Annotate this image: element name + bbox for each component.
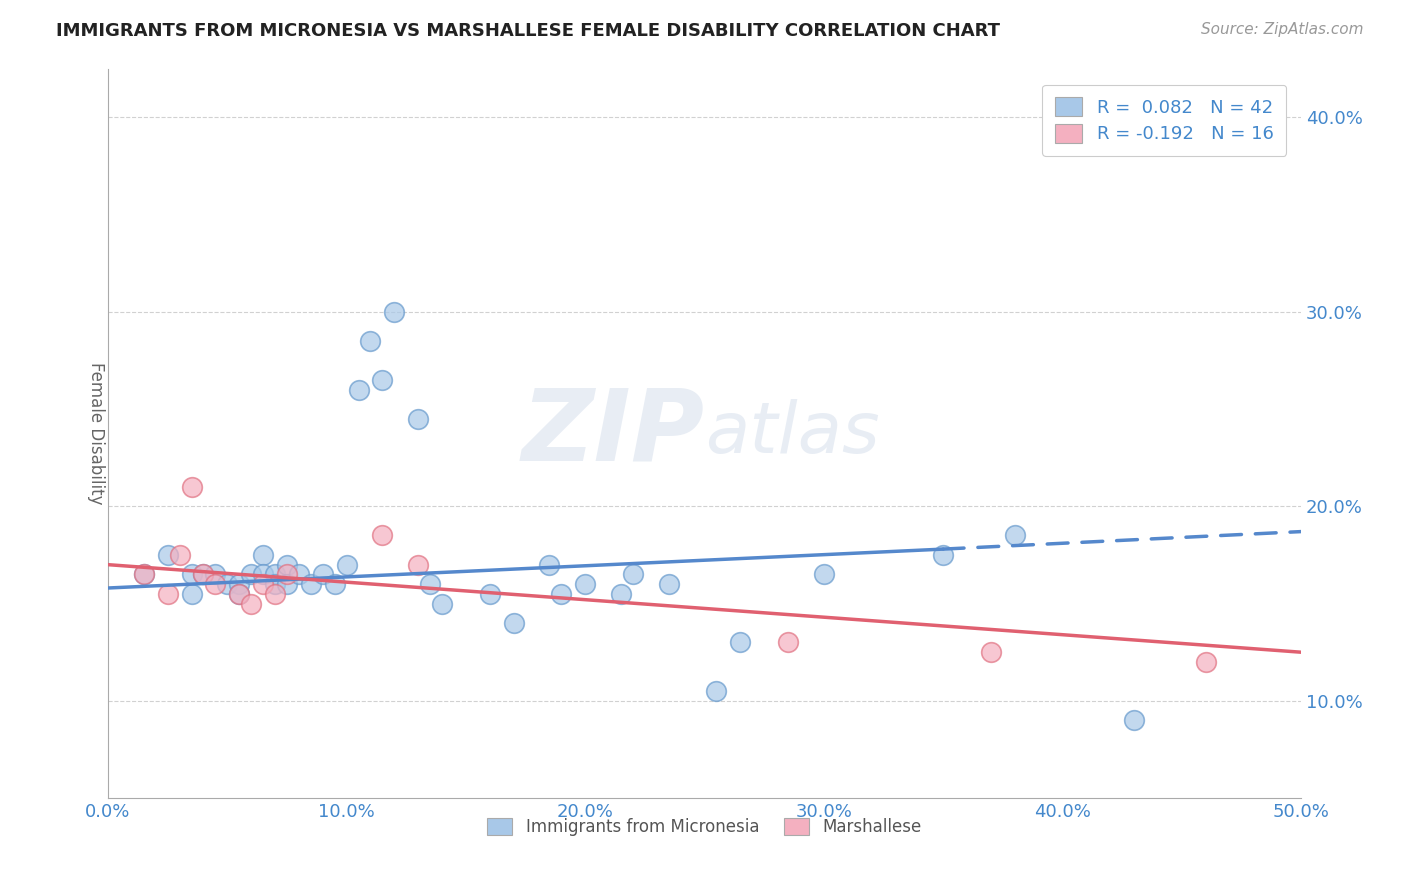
Point [193,567,215,582]
Point [478,587,501,601]
Point [276,558,298,572]
Point [538,558,561,572]
Text: atlas: atlas [704,399,879,467]
Point [813,567,835,582]
Point [132,567,155,582]
Point [1004,528,1026,542]
Point [621,567,644,582]
Point [406,558,429,572]
Point [347,383,370,397]
Point [228,587,250,601]
Point [276,567,298,582]
Point [288,567,311,582]
Point [228,587,250,601]
Point [180,587,202,601]
Point [204,577,226,591]
Point [193,567,215,582]
Point [430,597,453,611]
Point [169,548,191,562]
Point [371,528,394,542]
Point [730,635,752,649]
Point [980,645,1002,659]
Point [1195,655,1218,669]
Point [156,587,179,601]
Point [252,548,274,562]
Point [323,577,346,591]
Legend: Immigrants from Micronesia, Marshallese: Immigrants from Micronesia, Marshallese [479,810,931,845]
Point [610,587,633,601]
Point [156,548,179,562]
Point [550,587,572,601]
Point [252,577,274,591]
Point [264,587,287,601]
Point [312,567,335,582]
Point [240,597,263,611]
Point [371,373,394,387]
Point [132,567,155,582]
Point [574,577,596,591]
Point [204,567,226,582]
Point [336,558,359,572]
Text: Source: ZipAtlas.com: Source: ZipAtlas.com [1201,22,1364,37]
Point [228,577,250,591]
Point [778,635,800,649]
Point [180,567,202,582]
Point [1123,714,1146,728]
Point [217,577,239,591]
Point [299,577,322,591]
Point [360,334,382,348]
Point [382,304,405,318]
Point [658,577,681,591]
Point [419,577,441,591]
Point [932,548,955,562]
Point [264,567,287,582]
Point [180,480,202,494]
Point [264,577,287,591]
Point [502,615,524,630]
Point [276,577,298,591]
Point [252,567,274,582]
Point [240,567,263,582]
Text: ZIP: ZIP [522,384,704,482]
Text: IMMIGRANTS FROM MICRONESIA VS MARSHALLESE FEMALE DISABILITY CORRELATION CHART: IMMIGRANTS FROM MICRONESIA VS MARSHALLES… [56,22,1000,40]
Point [706,684,728,698]
Y-axis label: Female Disability: Female Disability [87,362,105,505]
Point [406,411,429,425]
